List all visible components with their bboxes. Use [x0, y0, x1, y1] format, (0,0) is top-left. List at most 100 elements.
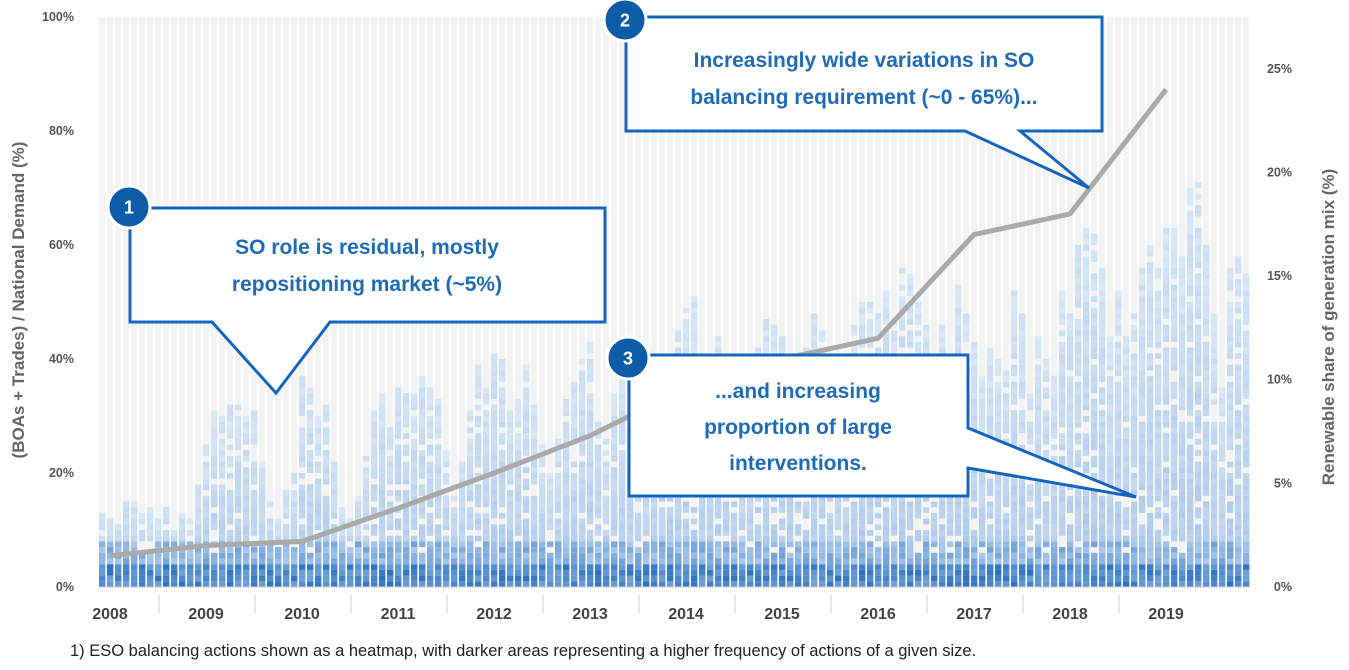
heat-cell — [603, 530, 610, 536]
heat-cell — [699, 558, 706, 565]
heat-cell — [1203, 370, 1210, 377]
heat-cell — [131, 512, 138, 519]
heat-cell — [1091, 512, 1098, 519]
heat-cell — [227, 490, 234, 496]
heat-cell — [931, 535, 938, 542]
heat-cell — [1115, 552, 1122, 559]
heat-cell — [1211, 376, 1218, 382]
heat-cell — [883, 518, 890, 525]
heat-cell — [1179, 279, 1186, 285]
heat-cell — [699, 524, 706, 530]
heat-cell — [379, 552, 386, 559]
heat-cell — [1011, 341, 1018, 348]
heat-cell — [691, 324, 698, 331]
heat-cell — [307, 393, 314, 399]
heat-cell — [691, 564, 698, 570]
heat-cell — [251, 461, 258, 468]
heat-cell — [1171, 302, 1178, 308]
heat-cell — [1051, 398, 1058, 405]
heat-cell — [1211, 364, 1218, 371]
heat-cell — [819, 524, 826, 530]
heat-cell — [1187, 512, 1194, 519]
heat-cell — [1235, 364, 1242, 371]
heat-cell — [811, 507, 818, 513]
heat-cell — [683, 575, 690, 582]
heat-cell — [595, 473, 602, 479]
heat-cell — [315, 501, 322, 508]
heat-cell — [899, 512, 906, 519]
heat-cell — [1083, 581, 1090, 587]
heat-cell — [1171, 455, 1178, 462]
heat-cell — [691, 541, 698, 548]
heat-cell — [1051, 393, 1058, 399]
heat-cell — [747, 575, 754, 582]
heat-cell — [1067, 444, 1074, 451]
heat-cell — [499, 416, 506, 422]
heat-cell — [947, 501, 954, 508]
heat-cell — [1059, 444, 1066, 451]
heat-cell — [1019, 581, 1026, 587]
heat-cell — [1043, 359, 1050, 365]
heat-cell — [1243, 581, 1250, 587]
heat-cell — [1107, 507, 1114, 513]
heat-cell — [1219, 473, 1226, 479]
heat-cell — [891, 569, 898, 576]
heat-cell — [1139, 387, 1146, 394]
heat-cell — [435, 569, 442, 576]
heat-cell — [1099, 455, 1106, 462]
heat-cell — [171, 541, 178, 548]
heat-cell — [771, 581, 778, 587]
heat-cell — [587, 518, 594, 525]
heat-cell — [1091, 433, 1098, 439]
heat-cell — [971, 581, 978, 587]
heat-cell — [539, 575, 546, 582]
heat-cell — [827, 552, 834, 559]
heat-cell — [1115, 461, 1122, 468]
heat-cell — [859, 564, 866, 570]
heat-cell — [1131, 450, 1138, 456]
heat-cell — [1203, 330, 1210, 337]
heat-cell — [1091, 324, 1098, 331]
heat-cell — [835, 558, 842, 565]
heat-cell — [235, 467, 242, 473]
heat-cell — [555, 530, 562, 536]
heat-cell — [731, 581, 738, 587]
heat-cell — [451, 530, 458, 536]
heat-cell — [195, 484, 202, 491]
heat-cell — [651, 535, 658, 542]
heat-cell — [499, 530, 506, 536]
heat-cell — [1187, 250, 1194, 257]
heat-cell — [531, 535, 538, 542]
heat-cell — [1235, 581, 1242, 587]
heat-cell — [299, 575, 306, 582]
heat-cell — [899, 495, 906, 502]
heat-cell — [1011, 398, 1018, 405]
heat-cell — [243, 416, 250, 422]
heat-cell — [395, 421, 402, 428]
heat-cell — [1067, 495, 1074, 502]
heat-cell — [1163, 307, 1170, 314]
heat-cell — [299, 450, 306, 456]
heat-cell — [987, 552, 994, 559]
heat-cell — [283, 535, 290, 542]
heat-cell — [883, 569, 890, 576]
heat-cell — [1091, 256, 1098, 263]
heat-cell — [1171, 353, 1178, 359]
heat-cell — [851, 581, 858, 587]
heat-cell — [435, 484, 442, 491]
heat-cell — [1035, 370, 1042, 377]
heat-cell — [507, 450, 514, 456]
heat-cell — [571, 558, 578, 565]
heat-cell — [403, 512, 410, 519]
heat-cell — [763, 336, 770, 342]
heat-cell — [1091, 524, 1098, 530]
heat-cell — [259, 490, 266, 496]
heat-cell — [1211, 336, 1218, 342]
heat-cell — [1139, 347, 1146, 354]
heat-cell — [555, 581, 562, 587]
heat-cell — [1075, 364, 1082, 371]
heat-cell — [875, 558, 882, 565]
heat-cell — [1235, 490, 1242, 496]
heat-cell — [131, 507, 138, 513]
heat-cell — [1155, 381, 1162, 388]
